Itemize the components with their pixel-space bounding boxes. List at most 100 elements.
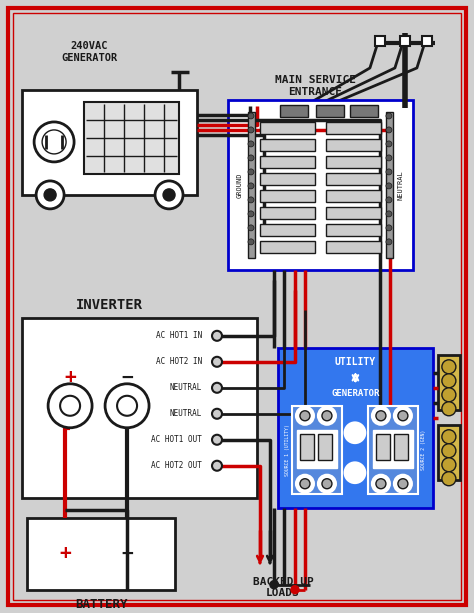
Circle shape [376, 411, 386, 421]
Bar [375, 36, 385, 46]
Circle shape [36, 181, 64, 209]
Circle shape [48, 384, 92, 428]
Text: NEUTRAL: NEUTRAL [170, 409, 202, 418]
Bar [326, 139, 381, 151]
Circle shape [296, 407, 314, 425]
Bar [422, 36, 432, 46]
Circle shape [248, 169, 254, 175]
Text: MAIN SERVICE
ENTRANCE: MAIN SERVICE ENTRANCE [275, 75, 356, 97]
Circle shape [155, 181, 183, 209]
Circle shape [291, 585, 299, 593]
Circle shape [105, 384, 149, 428]
Bar [260, 241, 315, 253]
Circle shape [386, 239, 392, 245]
Circle shape [442, 472, 456, 485]
Bar [326, 190, 381, 202]
Circle shape [442, 374, 456, 388]
Bar [300, 434, 314, 460]
Bar [278, 348, 433, 508]
Bar [376, 434, 390, 460]
Circle shape [372, 474, 390, 493]
Bar [22, 318, 257, 498]
Circle shape [442, 430, 456, 444]
Bar [228, 100, 413, 270]
Bar [326, 241, 381, 253]
Circle shape [212, 435, 222, 445]
Circle shape [163, 189, 175, 201]
Bar [248, 112, 255, 258]
Circle shape [386, 141, 392, 147]
Circle shape [442, 458, 456, 472]
Bar [326, 122, 381, 134]
Bar [350, 105, 378, 117]
Circle shape [300, 411, 310, 421]
Bar [438, 355, 460, 409]
Circle shape [248, 239, 254, 245]
Circle shape [44, 189, 56, 201]
Text: AC HOT2 OUT: AC HOT2 OUT [151, 461, 202, 470]
Text: AC HOT1 OUT: AC HOT1 OUT [151, 435, 202, 444]
Circle shape [248, 211, 254, 217]
Bar [260, 173, 315, 185]
Circle shape [212, 331, 222, 341]
Bar [368, 406, 418, 493]
Text: −: − [121, 544, 133, 563]
Text: −: − [121, 368, 133, 387]
Circle shape [322, 479, 332, 489]
Circle shape [345, 463, 365, 482]
Bar [318, 434, 332, 460]
Bar [316, 105, 344, 117]
Bar [297, 430, 337, 468]
Circle shape [60, 396, 80, 416]
Circle shape [248, 127, 254, 133]
Circle shape [386, 113, 392, 119]
Text: BATTERY: BATTERY [75, 598, 128, 611]
Circle shape [386, 183, 392, 189]
Bar [27, 518, 175, 590]
Circle shape [442, 402, 456, 416]
Circle shape [372, 407, 390, 425]
Text: NEUTRAL: NEUTRAL [398, 170, 404, 200]
Circle shape [318, 474, 336, 493]
Circle shape [212, 461, 222, 471]
Circle shape [398, 411, 408, 421]
Circle shape [386, 127, 392, 133]
Circle shape [442, 360, 456, 374]
Bar [280, 105, 308, 117]
Circle shape [398, 479, 408, 489]
Circle shape [248, 141, 254, 147]
Text: AC HOT2 IN: AC HOT2 IN [156, 357, 202, 367]
Circle shape [42, 130, 66, 154]
Circle shape [386, 225, 392, 231]
Text: +: + [59, 544, 71, 563]
Bar [326, 173, 381, 185]
Bar [260, 139, 315, 151]
Circle shape [248, 113, 254, 119]
Circle shape [322, 411, 332, 421]
Circle shape [117, 396, 137, 416]
Text: SOURCE 2 (GEN): SOURCE 2 (GEN) [421, 430, 427, 470]
Bar [394, 434, 408, 460]
Bar [326, 156, 381, 168]
Circle shape [212, 383, 222, 393]
Bar [260, 224, 315, 236]
Circle shape [345, 423, 365, 443]
Text: INVERTER: INVERTER [76, 298, 143, 312]
Circle shape [34, 122, 74, 162]
Circle shape [442, 388, 456, 402]
Text: BACKED UP
LOADS: BACKED UP LOADS [253, 577, 313, 598]
Circle shape [212, 357, 222, 367]
Bar [373, 430, 413, 468]
Circle shape [318, 407, 336, 425]
Bar [260, 122, 315, 134]
Circle shape [386, 155, 392, 161]
Circle shape [296, 474, 314, 493]
Circle shape [386, 197, 392, 203]
Text: 240VAC
GENERATOR: 240VAC GENERATOR [62, 41, 118, 63]
Circle shape [248, 155, 254, 161]
Bar [292, 406, 342, 493]
Bar [386, 112, 393, 258]
Circle shape [248, 183, 254, 189]
Text: UTILITY: UTILITY [335, 357, 376, 367]
Circle shape [300, 479, 310, 489]
